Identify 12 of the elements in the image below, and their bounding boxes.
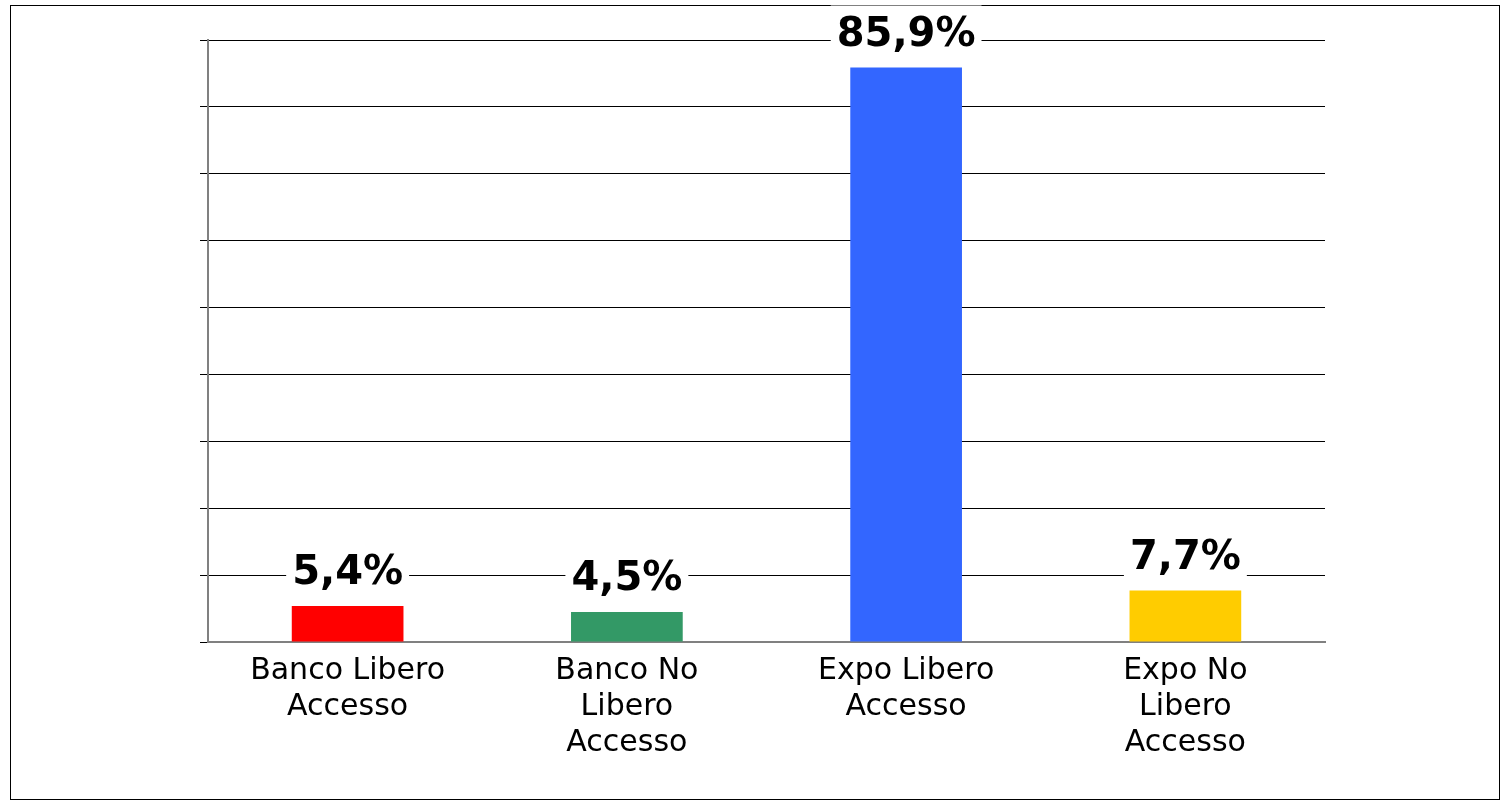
data-label: 5,4% [292,547,404,594]
bar [850,67,962,642]
bar [1129,590,1242,642]
x-tick-label: Banco Libero Accesso [250,650,446,722]
x-tick-label: Expo Libero Accesso [818,650,995,722]
x-tick-label: Banco No Libero Accesso [555,650,699,758]
bar [571,611,683,642]
data-label: 85,9% [836,8,976,55]
bar [291,605,404,642]
data-label: 7,7% [1129,531,1241,578]
data-label: 4,5% [571,553,683,600]
x-tick-label: Expo No Libero Accesso [1123,650,1248,758]
